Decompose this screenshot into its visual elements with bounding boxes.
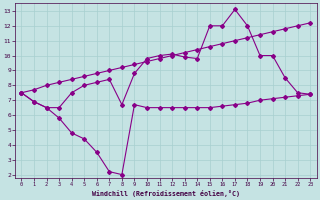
X-axis label: Windchill (Refroidissement éolien,°C): Windchill (Refroidissement éolien,°C) [92, 190, 240, 197]
